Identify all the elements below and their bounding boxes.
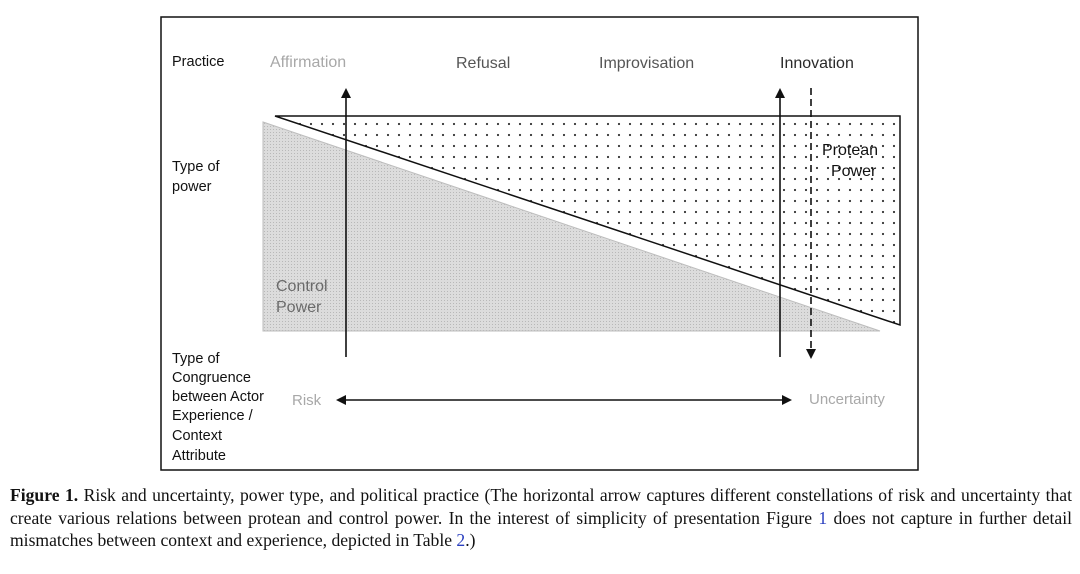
control-power-region <box>262 121 881 332</box>
practice-innovation: Innovation <box>780 55 854 72</box>
figure-frame <box>160 16 919 471</box>
axis-label-uncertainty: Uncertainty <box>809 391 885 408</box>
axis-label-risk: Risk <box>292 392 322 409</box>
row-label-congruence: Type of Congruence between Actor Experie… <box>172 351 268 464</box>
row-label-power-type: Type of power <box>172 159 224 195</box>
caption-figure-link[interactable]: 1 <box>818 507 828 528</box>
caption-text-3: .) <box>465 530 476 550</box>
practice-refusal: Refusal <box>456 55 510 72</box>
protean-power-dots <box>274 115 901 327</box>
caption-table-link[interactable]: 2 <box>456 530 466 550</box>
row-label-practice: Practice <box>172 54 224 70</box>
caption-label: Figure 1. <box>10 485 79 505</box>
practice-improvisation: Improvisation <box>599 55 694 72</box>
region-label-control: Control Power <box>276 278 332 316</box>
region-label-protean: Protean Power <box>822 142 883 180</box>
practice-affirmation: Affirmation <box>270 54 346 71</box>
figure-caption: Figure 1. Risk and uncertainty, power ty… <box>10 484 1072 552</box>
caption-text-1: Risk and uncertainty, power type, and po… <box>10 485 1072 528</box>
caption-text-2: does not capture in further detail misma… <box>10 507 1072 551</box>
